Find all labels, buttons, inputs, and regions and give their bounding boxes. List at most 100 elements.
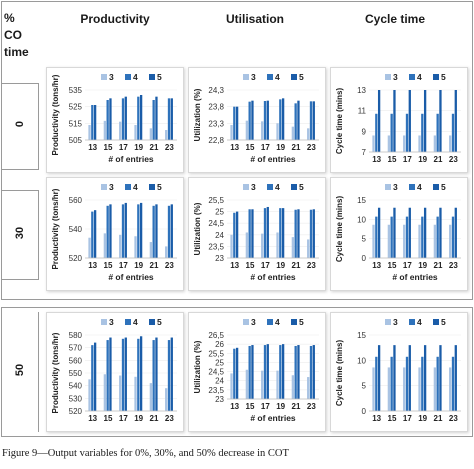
bar-4-13 [233, 348, 236, 399]
bar-4-15 [390, 356, 393, 411]
bar-4-23 [309, 209, 313, 258]
legend-label-4: 4 [417, 182, 422, 192]
x-axis-label: # of entries [250, 413, 296, 423]
chart-svg-prod-50: 3 4 5 520 530 540 550 560 570 580 Productivity (to… [51, 317, 177, 423]
chart-svg-prod-30: 3 4 5 520 540 560 Productivity (tons/hr) 13 15 17… [51, 182, 177, 282]
bar-4-21 [152, 205, 155, 258]
y-tick-label: 24,3 [208, 86, 224, 95]
x-tick-label: 21 [434, 414, 443, 423]
bar-3-17 [119, 121, 122, 140]
bar-5-17 [124, 337, 127, 411]
y-tick-label: 520 [69, 407, 83, 416]
chart-productivity-0: 3 4 5 505 515 525 535 Productivity (tons/hr) 13 1… [46, 67, 184, 173]
bar-4-21 [436, 356, 439, 411]
bar-3-21 [149, 242, 153, 258]
chart-utilisation-0: 3 4 5 22,8 23,3 23,8 24,3 Utilization (%) 13 15 17… [188, 67, 326, 173]
bar-5-13 [93, 105, 97, 140]
x-tick-label: 13 [230, 261, 239, 270]
y-tick-label: 540 [69, 382, 83, 391]
bar-5-13 [235, 347, 239, 399]
x-tick-label: 23 [165, 261, 174, 270]
bar-4-15 [106, 100, 109, 140]
bar-5-23 [454, 345, 457, 411]
x-tick-label: 15 [388, 155, 397, 164]
chart-utilisation-30: 3 4 5 23 23,5 24 24,5 25 25,5 Utilization (%) 13 15… [188, 177, 326, 291]
bar-5-21 [439, 90, 442, 152]
bar-5-15 [251, 100, 254, 140]
bar-5-21 [297, 345, 300, 399]
bar-5-15 [109, 204, 112, 258]
chart-svg-util-30: 3 4 5 23 23,5 24 24,5 25 25,5 Utilization (%) 13 15… [193, 182, 319, 282]
bar-5-15 [109, 98, 112, 140]
x-tick-label: 15 [388, 261, 397, 270]
y-tick-label: 23,8 [208, 103, 224, 112]
bar-3-23 [307, 239, 310, 258]
bar-3-17 [119, 234, 122, 258]
column-header-utilisation: Utilisation [225, 12, 284, 26]
x-tick-label: 17 [119, 414, 128, 423]
co-time-header-line1: % [4, 11, 15, 25]
bar-3-21 [291, 237, 295, 258]
bar-3-15 [387, 224, 391, 258]
legend-label-5: 5 [157, 182, 162, 192]
x-tick-label: 19 [276, 402, 285, 411]
legend-label-4: 4 [275, 72, 280, 82]
bar-4-19 [421, 356, 424, 411]
x-tick-label: 15 [246, 261, 255, 270]
x-tick-label: 21 [150, 143, 159, 152]
x-tick-label: 17 [119, 261, 128, 270]
row-label-box-30 [2, 190, 39, 280]
legend-label-3: 3 [109, 72, 114, 82]
y-tick-label: 24,5 [208, 368, 224, 377]
bar-5-21 [297, 209, 300, 258]
y-tick-label: 24 [215, 231, 224, 240]
legend-swatch-3 [101, 74, 107, 80]
y-axis-label: Cycle time (mins) [335, 196, 344, 263]
bar-5-23 [454, 207, 457, 258]
bar-3-13 [372, 367, 375, 411]
legend-label-3: 3 [109, 182, 114, 192]
y-axis-label: Utilization (%) [193, 88, 202, 141]
legend-swatch-5 [291, 184, 297, 190]
bar-3-21 [433, 224, 437, 258]
x-tick-label: 13 [88, 143, 97, 152]
bar-5-17 [266, 206, 269, 258]
bar-3-15 [387, 367, 391, 411]
bar-4-15 [248, 345, 251, 399]
figure-caption: Figure 9—Output variables for 0%, 30%, a… [2, 448, 289, 459]
y-tick-label: 540 [69, 225, 83, 234]
y-tick-label: 525 [69, 103, 83, 112]
bar-4-19 [279, 99, 282, 140]
x-tick-label: 21 [150, 414, 159, 423]
legend-label-5: 5 [299, 317, 304, 327]
legend-label-5: 5 [441, 72, 446, 82]
legend-label-3: 3 [393, 72, 398, 82]
legend-swatch-3 [101, 319, 107, 325]
bar-3-15 [103, 233, 107, 258]
bar-4-17 [121, 338, 125, 411]
y-tick-label: 0 [362, 407, 367, 416]
bar-5-15 [393, 345, 396, 411]
y-tick-label: 5 [362, 382, 367, 391]
bar-5-17 [266, 100, 269, 140]
bar-3-17 [403, 224, 406, 258]
bar-5-23 [312, 345, 315, 399]
bar-3-13 [88, 237, 91, 258]
bar-3-19 [418, 224, 421, 258]
y-tick-label: 13 [357, 86, 366, 95]
y-tick-label: 23 [215, 254, 224, 263]
bar-4-21 [436, 113, 439, 152]
bar-3-19 [276, 370, 279, 399]
bar-4-17 [263, 345, 267, 399]
bar-5-15 [393, 90, 396, 152]
legend-swatch-5 [291, 74, 297, 80]
y-tick-label: 23,5 [208, 242, 224, 251]
legend-swatch-4 [267, 74, 273, 80]
y-tick-label: 23,3 [208, 119, 224, 128]
bar-4-21 [152, 100, 155, 140]
bar-4-15 [248, 101, 251, 140]
legend-swatch-4 [125, 319, 131, 325]
x-tick-label: 15 [388, 414, 397, 423]
bar-3-21 [291, 126, 295, 140]
